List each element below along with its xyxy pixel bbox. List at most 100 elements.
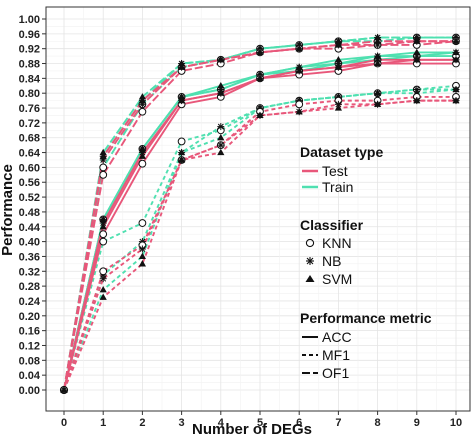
svm-point [452,56,460,63]
svm-point [217,81,225,89]
svm-point [413,37,421,44]
y-tick-label: 0.12 [19,340,40,352]
y-axis-title: Performance [0,164,16,256]
svm-point [452,37,460,44]
y-tick-label: 0.56 [19,177,40,189]
series-line [63,88,457,391]
y-tick-label: 0.84 [19,73,41,85]
axes: 0.00 0.04 0.08 0.12 0.16 0.20 0.24 0.28 0.32 0.36… [19,14,463,429]
svm-point [374,89,382,96]
svm-point [178,59,186,67]
knn-point [99,170,108,179]
svm-point [99,293,107,300]
svm-point [334,41,342,48]
svm-point [374,37,382,44]
nb-point [138,245,146,253]
legend-mf1-label: MF1 [322,347,350,363]
svm-point [217,89,225,96]
y-tick-label: 0.64 [19,148,41,160]
y-tick-label: 0.32 [19,266,40,278]
series-group [60,33,460,394]
legend-classifier-title: Classifier [300,217,364,233]
y-tick-label: 0.36 [19,251,40,263]
svm-point [99,215,107,222]
legend-nb-marker [306,257,314,265]
x-tick-label: 10 [450,417,462,429]
knn-point [138,219,147,227]
y-tick-label: 1.00 [19,14,40,26]
y-tick-label: 0.16 [19,326,40,338]
series-train-svm-mf1 [63,88,457,391]
y-tick-label: 0.40 [19,237,40,249]
y-tick-label: 0.28 [19,281,40,293]
legend-metric-title: Performance metric [300,310,432,326]
svm-point [295,67,303,74]
svm-point [452,48,460,55]
svm-point [99,148,107,156]
legend-acc-label: ACC [322,329,352,345]
legend-dataset-title: Dataset type [300,144,383,160]
knn-point [99,237,108,246]
y-tick-label: 0.52 [19,192,40,204]
series-line [63,99,456,391]
knn-point [99,267,108,276]
knn-point [138,107,147,116]
x-tick-label: 8 [375,417,381,429]
y-tick-label: 0.88 [19,59,40,71]
knn-point [99,163,108,172]
svm-point [295,44,303,52]
knn-point [295,100,304,109]
svm-point [452,96,460,104]
svm-point [60,386,68,393]
svm-point [217,148,225,156]
svm-point [256,48,264,55]
y-tick-label: 0.80 [19,88,40,100]
legend-train-label: Train [322,179,353,195]
svm-point [99,152,107,159]
y-tick-label: 0.44 [19,222,41,234]
svm-point [99,222,107,230]
legend-knn-label: KNN [322,235,352,251]
x-tick-label: 7 [335,417,341,429]
x-tick-label: 9 [414,417,420,429]
svm-point [295,107,303,115]
y-tick-label: 0.96 [19,29,40,41]
svm-point [138,93,146,100]
knn-point [99,230,108,239]
svm-point [256,111,264,119]
svm-point [413,96,421,104]
y-tick-label: 0.24 [19,296,41,308]
svm-point [178,93,186,100]
legend-svm-marker [305,275,315,282]
y-tick-label: 0.60 [19,162,40,174]
knn-point [177,137,186,146]
svm-point [334,104,342,111]
knn-point [138,159,147,168]
y-tick-label: 0.48 [19,207,40,219]
y-tick-label: 0.76 [19,103,40,115]
svm-point [413,56,421,63]
plot-panel [45,6,471,412]
x-tick-label: 2 [139,417,145,429]
x-axis-title: Number of DEGs [192,421,312,438]
svm-point [217,56,225,63]
svm-point [178,156,186,163]
y-tick-label: 0.08 [19,355,40,367]
svm-point [99,286,107,293]
x-tick-label: 4 [218,417,225,429]
svm-point [217,133,225,141]
svm-point [178,148,186,156]
series-test-nb-mf1 [63,99,456,391]
svm-point [178,96,186,104]
nb-point [99,275,107,283]
y-tick-label: 0.68 [19,133,40,145]
legend: Dataset type Test Train Classifier KNN N… [300,144,432,381]
x-tick-label: 5 [257,417,263,429]
svm-point [413,48,421,55]
svm-point [413,33,421,41]
legend-test-label: Test [322,163,348,179]
svm-point [256,74,264,81]
legend-nb-label: NB [322,253,341,269]
